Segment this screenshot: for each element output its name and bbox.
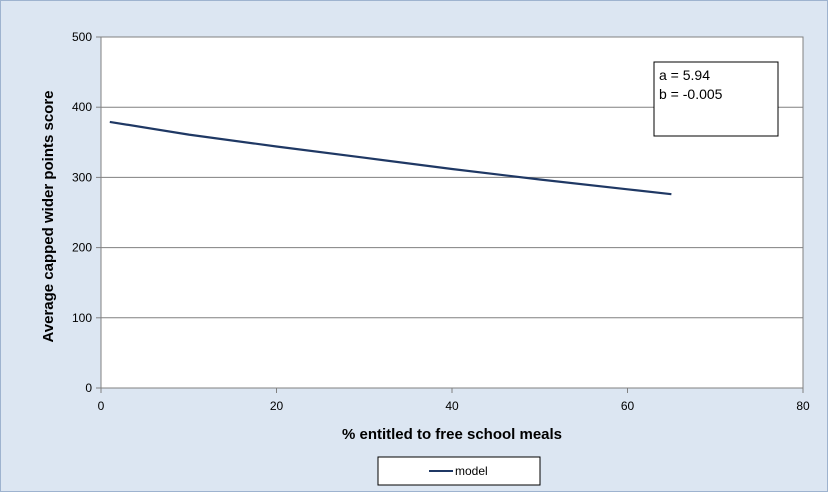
y-tick-label-0: 0 [85,381,92,395]
annotation-box: a = 5.94 b = -0.005 [653,61,779,137]
y-tick-label-300: 300 [72,170,92,184]
annotation-a-value: a = 5.94 [659,67,710,83]
y-tick-label-400: 400 [72,100,92,114]
legend-box [377,456,541,486]
x-axis-title: % entitled to free school meals [342,426,562,443]
x-tick-label-20: 20 [270,399,284,413]
legend-label-model: model [455,464,488,478]
tick-labels: 0 100 200 300 400 500 0 20 40 60 80 [72,30,810,413]
y-axis-title: Average capped wider points score [40,90,57,342]
annotation-box-frame [653,61,779,137]
x-tick-label-60: 60 [621,399,635,413]
series-layer [109,120,672,196]
axes [96,36,804,393]
series-line-model [109,120,672,196]
x-tick-label-80: 80 [796,399,810,413]
y-tick-label-500: 500 [72,30,92,44]
gridlines [101,36,803,319]
y-tick-label-100: 100 [72,311,92,325]
legend: model [377,456,541,486]
x-tick-label-40: 40 [445,399,459,413]
annotation-b-value: b = -0.005 [659,86,723,102]
y-tick-label-200: 200 [72,241,92,255]
x-tick-label-0: 0 [98,399,105,413]
